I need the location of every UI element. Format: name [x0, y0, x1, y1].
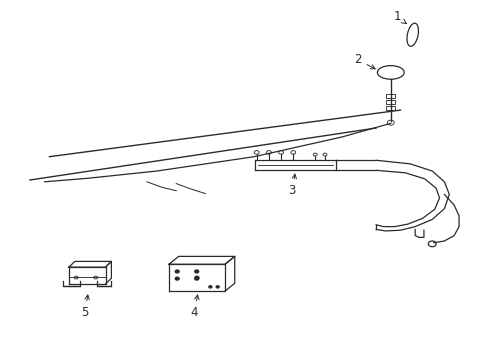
Text: 1: 1 — [392, 10, 406, 24]
Circle shape — [194, 277, 198, 280]
Bar — [386, 107, 394, 110]
Circle shape — [216, 286, 219, 288]
Bar — [386, 100, 394, 104]
Circle shape — [175, 277, 179, 280]
Text: 3: 3 — [288, 174, 296, 197]
Circle shape — [208, 286, 211, 288]
Circle shape — [175, 270, 179, 273]
Text: 5: 5 — [81, 295, 89, 319]
Circle shape — [194, 270, 198, 273]
Text: 2: 2 — [353, 53, 374, 69]
Circle shape — [195, 276, 199, 279]
Text: 4: 4 — [190, 295, 199, 319]
Bar — [386, 94, 394, 98]
